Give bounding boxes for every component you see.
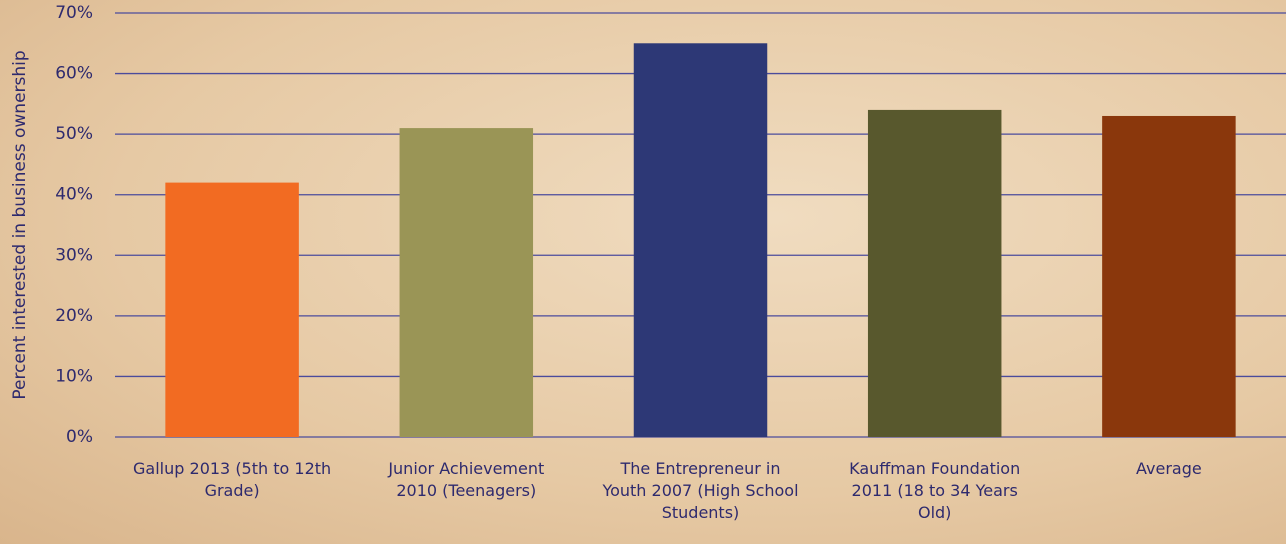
y-tick-label: 10% bbox=[55, 366, 93, 386]
x-tick-label: Gallup 2013 (5th to 12th Grade) bbox=[133, 459, 332, 500]
y-tick-label: 40% bbox=[55, 185, 93, 205]
y-tick-label: 70% bbox=[55, 3, 93, 23]
x-tick-label: Average bbox=[1136, 459, 1202, 478]
bar bbox=[165, 182, 299, 437]
x-tick-label: Kauffman Foundation 2011 (18 to 34 Years… bbox=[849, 459, 1021, 522]
y-tick-label: 0% bbox=[66, 427, 93, 447]
bar bbox=[867, 109, 1002, 438]
y-tick-label: 30% bbox=[55, 245, 93, 265]
bar bbox=[1102, 115, 1236, 437]
bar bbox=[633, 43, 768, 438]
y-axis-label: Percent interested in business ownership bbox=[10, 50, 30, 399]
bar bbox=[399, 128, 534, 438]
y-tick-label: 20% bbox=[55, 306, 93, 326]
x-tick-label: Junior Achievement 2010 (Teenagers) bbox=[388, 459, 545, 500]
y-tick-label: 50% bbox=[55, 124, 93, 144]
x-tick-label: The Entrepreneur in Youth 2007 (High Sch… bbox=[602, 459, 799, 522]
y-tick-label: 60% bbox=[55, 64, 93, 84]
